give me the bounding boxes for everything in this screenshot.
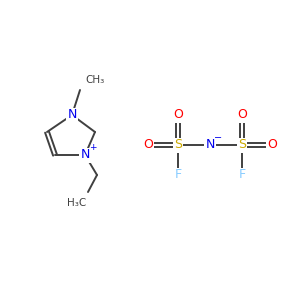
Text: H₃C: H₃C xyxy=(67,198,86,208)
Text: F: F xyxy=(174,169,182,182)
Text: N: N xyxy=(67,109,77,122)
Text: O: O xyxy=(143,139,153,152)
Text: F: F xyxy=(238,169,246,182)
Text: O: O xyxy=(173,109,183,122)
Text: O: O xyxy=(267,139,277,152)
Text: CH₃: CH₃ xyxy=(85,75,104,85)
Text: +: + xyxy=(89,143,97,152)
Text: N: N xyxy=(80,148,90,161)
Text: S: S xyxy=(238,139,246,152)
Text: −: − xyxy=(214,133,222,143)
Text: N: N xyxy=(205,139,215,152)
Text: O: O xyxy=(237,109,247,122)
Text: S: S xyxy=(174,139,182,152)
